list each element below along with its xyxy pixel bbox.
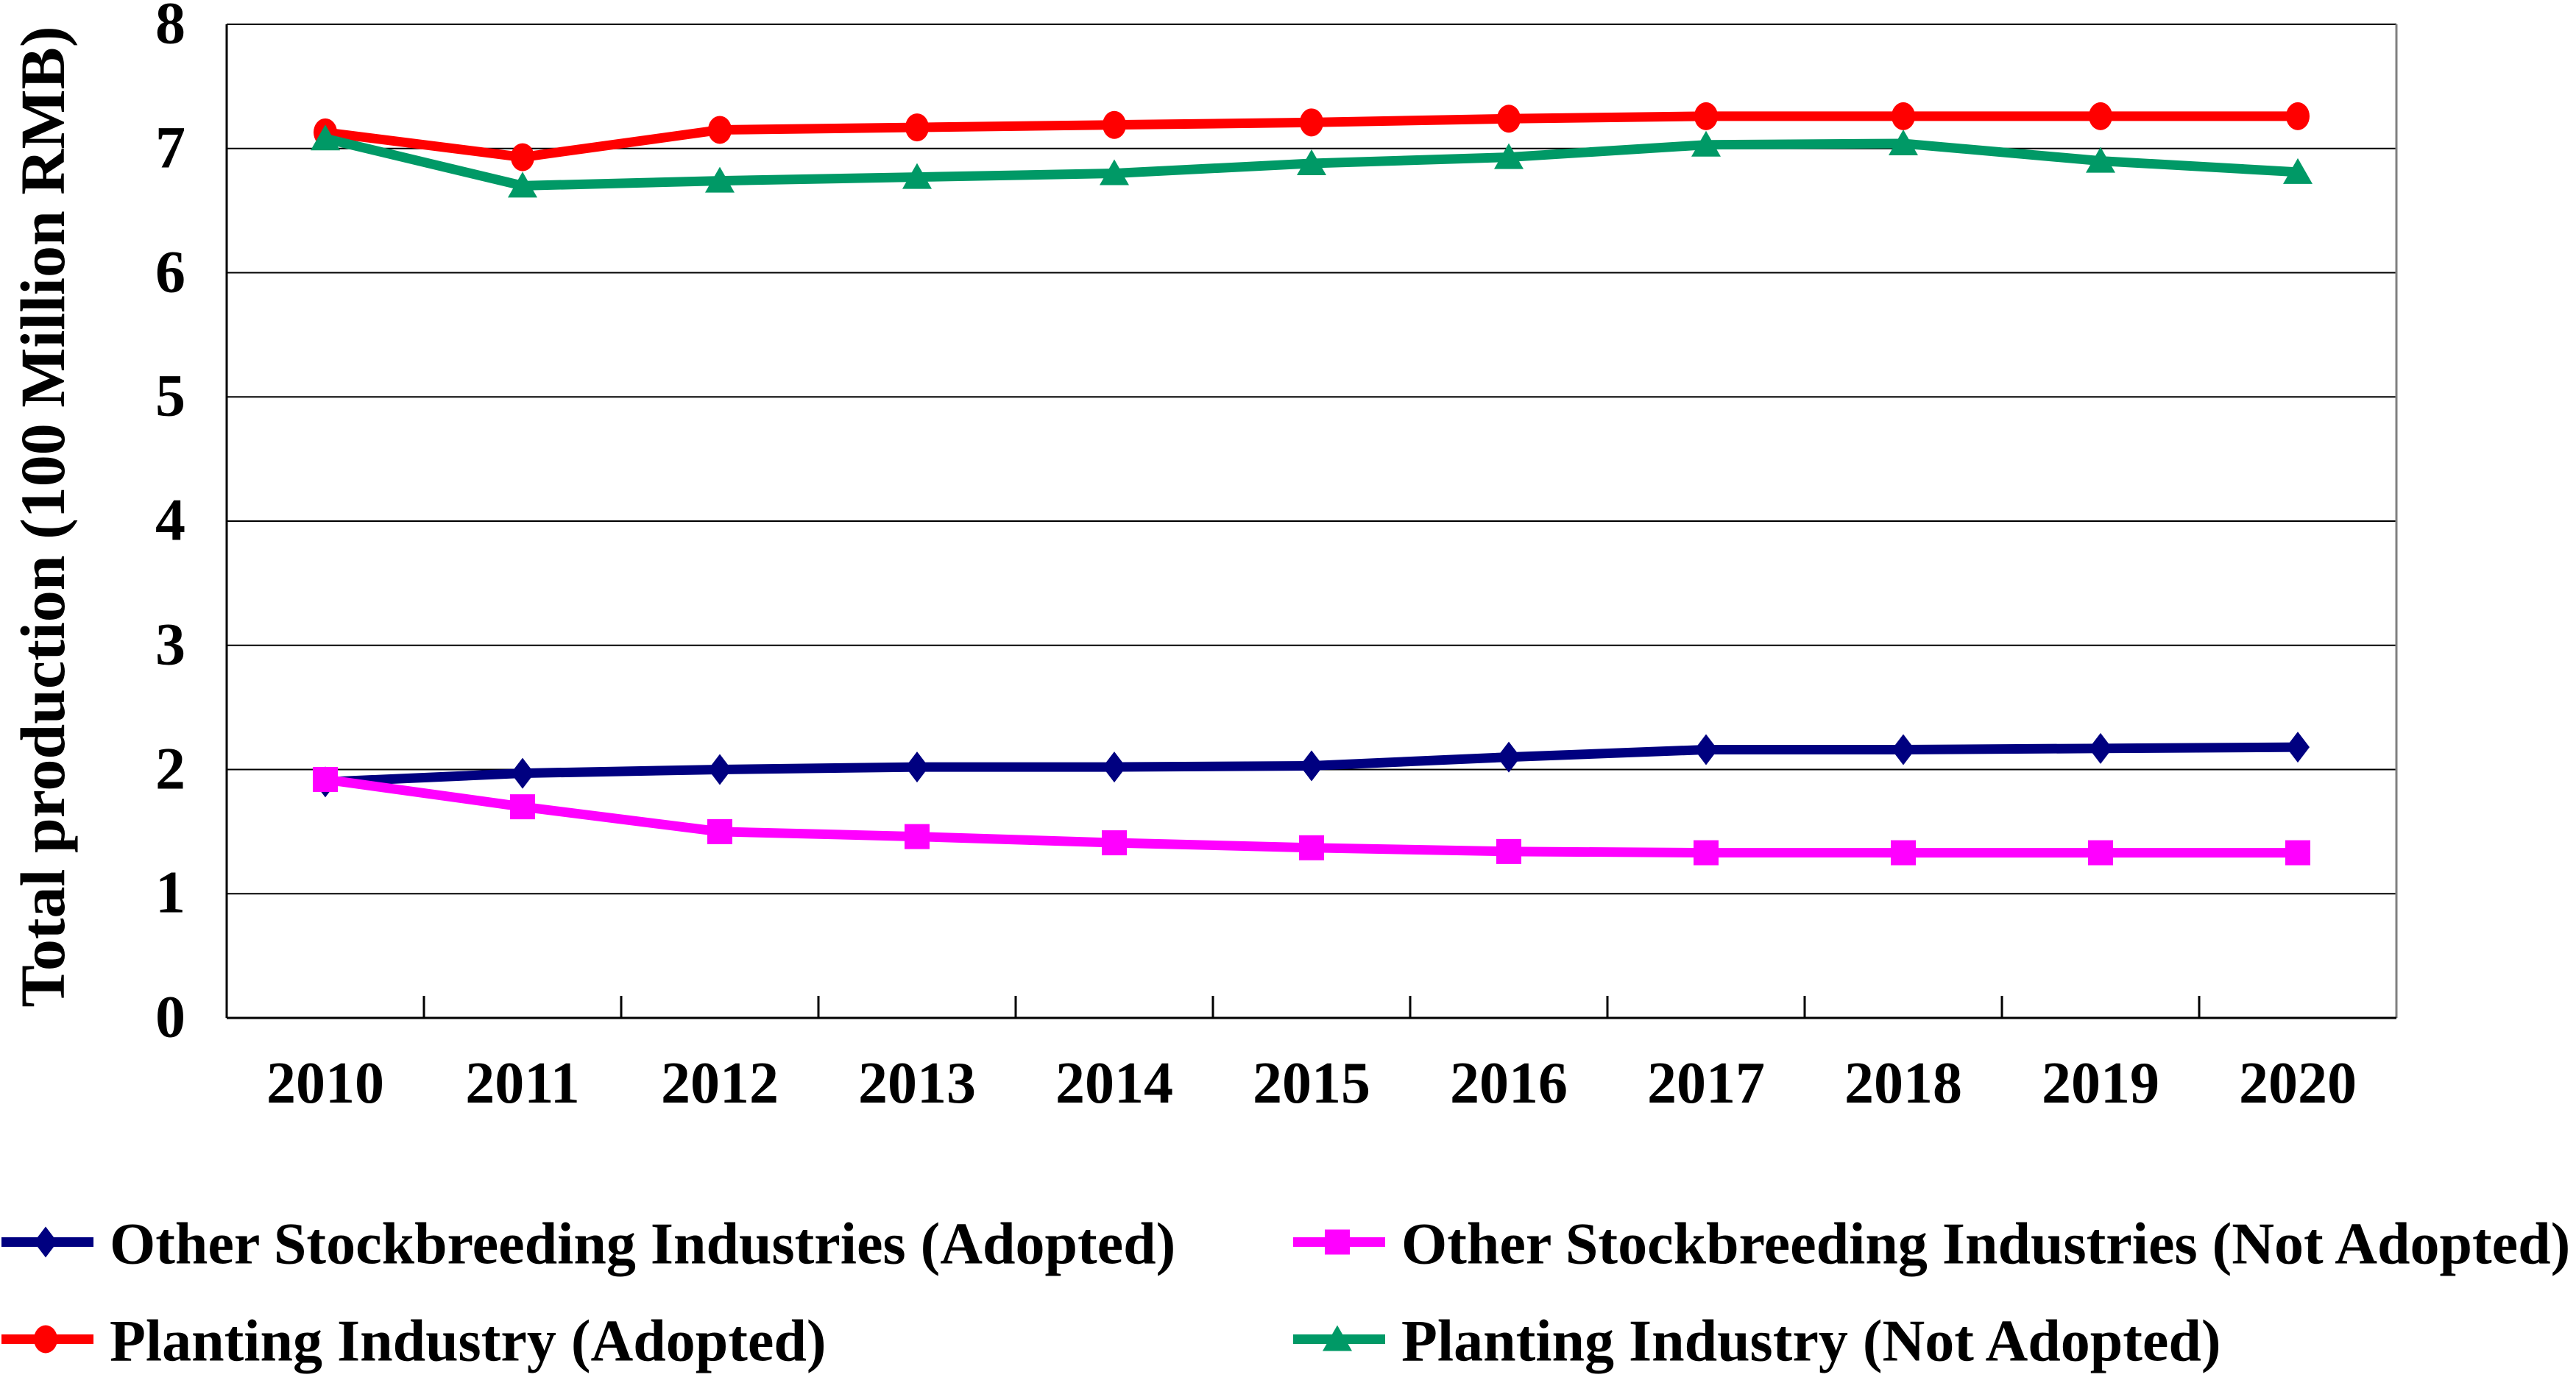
data-point-triangle-2016 bbox=[1494, 143, 1524, 169]
data-point-triangle-2018 bbox=[1889, 130, 1918, 155]
x-axis-tick-label-2017: 2017 bbox=[1647, 1051, 1765, 1116]
data-point-triangle-2017 bbox=[1691, 130, 1721, 157]
y-axis-tick-label-1: 1 bbox=[155, 858, 185, 926]
data-point-circle-2015 bbox=[1300, 108, 1323, 137]
legend-marker-square bbox=[1325, 1229, 1350, 1255]
data-point-square-2012 bbox=[707, 818, 732, 844]
x-axis-tick-label-2011: 2011 bbox=[465, 1051, 580, 1116]
y-axis-tick-label-2: 2 bbox=[155, 734, 185, 802]
legend-swatch-square-magenta bbox=[1293, 1212, 1385, 1277]
data-point-diamond-2019 bbox=[2089, 732, 2112, 764]
x-axis-tick-label-2014: 2014 bbox=[1055, 1051, 1173, 1116]
series-square bbox=[313, 767, 2310, 866]
data-point-circle-2017 bbox=[1694, 102, 1718, 130]
data-point-circle-2012 bbox=[708, 116, 732, 144]
data-point-diamond-2014 bbox=[1103, 751, 1126, 783]
data-point-diamond-2011 bbox=[511, 757, 534, 789]
data-point-triangle-2014 bbox=[1100, 159, 1129, 185]
data-point-diamond-2012 bbox=[708, 754, 732, 785]
data-point-triangle-2020 bbox=[2283, 158, 2313, 184]
y-axis-tick-label-0: 0 bbox=[155, 983, 185, 1050]
data-point-diamond-2020 bbox=[2286, 732, 2310, 763]
legend-marker-triangle-icon bbox=[1293, 1325, 1385, 1351]
y-axis-tick-label-7: 7 bbox=[155, 113, 185, 181]
legend-marker-diamond-icon bbox=[1, 1226, 93, 1258]
x-axis-tick-label-2016: 2016 bbox=[1450, 1051, 1568, 1116]
legend-marker-circle bbox=[34, 1325, 57, 1354]
legend-swatch-circle-red bbox=[1, 1309, 93, 1374]
data-point-triangle-2012 bbox=[705, 166, 735, 193]
data-point-circle-2011 bbox=[511, 143, 534, 171]
legend-marker-circle-icon bbox=[1, 1325, 93, 1354]
series-circle bbox=[314, 102, 2310, 171]
legend-marker-triangle bbox=[1323, 1325, 1352, 1351]
data-point-square-2018 bbox=[1891, 840, 1916, 866]
x-axis-tick-label-2010: 2010 bbox=[266, 1051, 384, 1116]
y-axis-tick-label-6: 6 bbox=[155, 237, 185, 305]
legend-swatch-diamond-navy bbox=[1, 1212, 93, 1277]
data-point-square-2017 bbox=[1694, 840, 1719, 866]
x-axis-tick-label-2015: 2015 bbox=[1253, 1051, 1370, 1116]
legend-label: Other Stockbreeding Industries (Adopted) bbox=[110, 1212, 1176, 1276]
data-point-circle-2013 bbox=[905, 113, 929, 142]
data-point-diamond-2018 bbox=[1892, 734, 1915, 765]
data-point-circle-2014 bbox=[1103, 110, 1126, 139]
x-axis-tick-label-2019: 2019 bbox=[2042, 1051, 2159, 1116]
data-point-circle-2018 bbox=[1892, 102, 1915, 130]
legend-item-planting-adopted: Planting Industry (Adopted) bbox=[1, 1309, 827, 1374]
series-triangle bbox=[311, 124, 2313, 198]
data-point-triangle-2010 bbox=[311, 124, 340, 151]
y-axis-tick-label-5: 5 bbox=[155, 361, 185, 429]
y-axis-tick-label-4: 4 bbox=[155, 486, 185, 553]
data-point-triangle-2013 bbox=[902, 163, 932, 189]
legend-label: Planting Industry (Adopted) bbox=[110, 1309, 827, 1373]
data-point-square-2014 bbox=[1102, 830, 1127, 856]
data-point-triangle-2011 bbox=[508, 171, 537, 198]
legend-swatch-triangle-green bbox=[1293, 1309, 1385, 1374]
x-axis-tick-label-2018: 2018 bbox=[1844, 1051, 1962, 1116]
data-point-circle-2016 bbox=[1497, 105, 1521, 133]
data-point-square-2019 bbox=[2088, 840, 2113, 866]
series-diamond bbox=[314, 732, 2310, 798]
legend-marker-diamond bbox=[34, 1226, 57, 1258]
data-point-square-2013 bbox=[905, 824, 930, 849]
data-point-diamond-2013 bbox=[905, 751, 929, 783]
data-point-square-2010 bbox=[313, 767, 338, 792]
data-point-square-2011 bbox=[510, 794, 535, 820]
y-axis-tick-label-3: 3 bbox=[155, 610, 185, 678]
legend-marker-square-icon bbox=[1293, 1229, 1385, 1255]
data-point-square-2020 bbox=[2285, 840, 2310, 866]
data-point-circle-2020 bbox=[2286, 102, 2310, 130]
data-point-square-2016 bbox=[1496, 838, 1521, 864]
legend-item-stockbreeding-not-adopted: Other Stockbreeding Industries (Not Adop… bbox=[1293, 1212, 2570, 1277]
x-axis-tick-label-2013: 2013 bbox=[858, 1051, 976, 1116]
legend-item-planting-not-adopted: Planting Industry (Not Adopted) bbox=[1293, 1309, 2221, 1374]
x-axis-tick-label-2012: 2012 bbox=[661, 1051, 779, 1116]
data-point-diamond-2016 bbox=[1497, 741, 1521, 773]
legend-item-stockbreeding-adopted: Other Stockbreeding Industries (Adopted) bbox=[1, 1212, 1175, 1277]
data-point-diamond-2015 bbox=[1300, 750, 1323, 782]
data-point-square-2015 bbox=[1299, 835, 1324, 860]
data-point-diamond-2017 bbox=[1694, 734, 1718, 765]
legend-label: Other Stockbreeding Industries (Not Adop… bbox=[1401, 1212, 2571, 1276]
data-point-circle-2019 bbox=[2089, 102, 2112, 130]
y-axis-tick-label-8: 8 bbox=[155, 0, 185, 57]
data-point-triangle-2019 bbox=[2086, 146, 2115, 173]
x-axis-tick-label-2020: 2020 bbox=[2239, 1051, 2357, 1116]
data-point-triangle-2015 bbox=[1297, 149, 1326, 175]
legend-label: Planting Industry (Not Adopted) bbox=[1401, 1309, 2221, 1373]
